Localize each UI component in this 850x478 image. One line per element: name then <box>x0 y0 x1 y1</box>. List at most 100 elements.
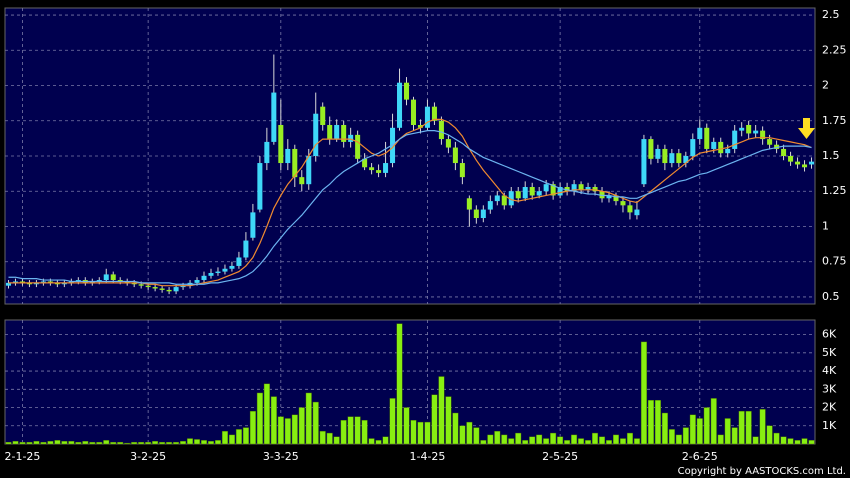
volume-bar <box>473 427 480 445</box>
volume-bar <box>166 441 173 445</box>
y-tick-label: 4K <box>822 364 837 377</box>
candle-body <box>40 281 46 283</box>
candle-body <box>676 153 682 164</box>
candle-body <box>131 282 137 285</box>
candle-body <box>215 271 221 273</box>
candle-body <box>19 281 25 283</box>
volume-bar <box>731 427 738 445</box>
volume-bar <box>647 400 654 445</box>
volume-bar <box>794 440 801 445</box>
candle-body <box>620 201 626 206</box>
volume-bar <box>375 440 382 445</box>
candle-body <box>480 209 486 219</box>
candle-body <box>369 167 375 171</box>
y-tick-label: 0.75 <box>822 255 847 268</box>
candle-body <box>334 124 340 140</box>
volume-bar <box>501 434 508 445</box>
candle-body <box>417 124 423 128</box>
y-tick-label: 0.5 <box>822 290 840 303</box>
candle-body <box>648 139 654 159</box>
candle-body <box>201 275 207 281</box>
candle-body <box>655 148 661 159</box>
candle-body <box>718 141 724 154</box>
volume-bar <box>117 441 124 445</box>
volume-bar <box>557 436 564 445</box>
volume-bar <box>12 441 19 445</box>
candle-body <box>606 195 612 199</box>
candle-body <box>739 127 745 131</box>
volume-bar <box>724 418 731 445</box>
volume-bar <box>180 441 187 445</box>
volume-bar <box>808 440 815 445</box>
volume-bar <box>550 432 557 445</box>
candle-body <box>725 148 731 154</box>
volume-bar <box>361 420 368 445</box>
volume-bar <box>173 441 180 445</box>
volume-bar <box>459 425 466 445</box>
volume-bar <box>619 438 626 445</box>
volume-bar <box>159 441 166 445</box>
volume-bar <box>787 438 794 445</box>
x-tick-label: 1-4-25 <box>409 450 445 463</box>
y-tick-label: 3K <box>822 382 837 395</box>
volume-bar <box>410 420 417 445</box>
candle-body <box>403 82 410 100</box>
volume-bar <box>599 436 606 445</box>
candle-body <box>236 257 242 266</box>
volume-bar <box>661 412 668 445</box>
volume-bar <box>340 420 347 445</box>
volume-bar <box>571 434 578 445</box>
candle-body <box>26 282 32 285</box>
volume-bar <box>40 441 47 445</box>
candle-body <box>641 139 647 185</box>
candle-body <box>152 287 158 289</box>
candle-body <box>662 148 668 164</box>
candle-body <box>96 280 102 282</box>
candle-body <box>585 187 591 190</box>
candle-body <box>355 134 361 159</box>
candle-body <box>313 113 319 156</box>
volume-bar <box>96 441 103 445</box>
volume-bar <box>103 440 110 445</box>
candle-body <box>669 153 675 164</box>
candle-body <box>767 139 773 145</box>
volume-bar <box>396 323 403 445</box>
candle-body <box>145 285 151 288</box>
volume-bar <box>312 401 319 445</box>
arrow-marker <box>798 118 815 139</box>
candle-body <box>117 280 123 282</box>
copyright: Copyright by AASTOCKS.com Ltd. <box>678 466 846 477</box>
candle-body <box>47 281 53 283</box>
candle-body <box>431 106 437 121</box>
volume-bar <box>522 440 529 445</box>
candle-body <box>285 148 291 164</box>
candle-body <box>746 124 752 134</box>
candle-body <box>487 201 493 210</box>
volume-bar <box>438 376 445 445</box>
volume-bar <box>696 418 703 445</box>
candle-body <box>341 124 347 142</box>
candle-body <box>613 195 619 202</box>
y-tick-label: 6K <box>822 328 837 341</box>
volume-bar <box>745 410 752 445</box>
volume-bar <box>61 441 68 445</box>
candle-body <box>438 120 444 140</box>
volume-bar <box>152 441 159 445</box>
candle-body <box>124 281 130 283</box>
candle-body <box>61 282 67 285</box>
candle-body <box>159 288 165 290</box>
candle-body <box>788 156 794 162</box>
volume-bar <box>389 398 396 445</box>
volume-bar <box>347 416 354 445</box>
x-tick-label: 2-5-25 <box>542 450 578 463</box>
volume-bar <box>592 432 599 445</box>
volume-bar <box>326 432 333 445</box>
candle-body <box>327 124 333 140</box>
volume-bar <box>145 441 152 445</box>
volume-bar <box>466 421 473 445</box>
candle-body <box>348 134 354 142</box>
candle-body <box>599 191 605 199</box>
volume-bar <box>26 441 33 445</box>
candle-body <box>138 284 144 286</box>
volume-bar <box>675 434 682 445</box>
